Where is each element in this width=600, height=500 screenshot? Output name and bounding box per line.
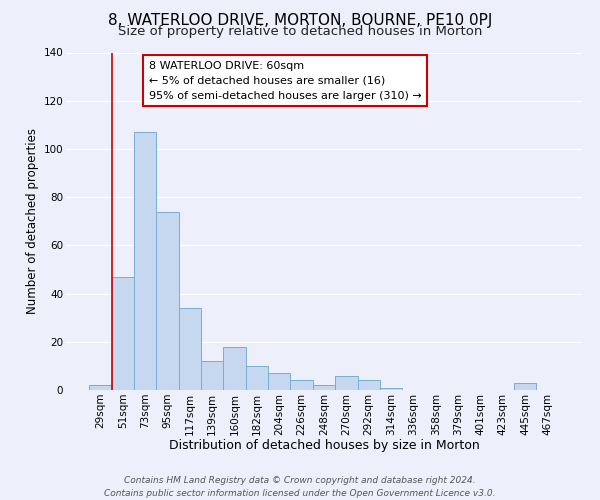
X-axis label: Distribution of detached houses by size in Morton: Distribution of detached houses by size … bbox=[169, 439, 479, 452]
Bar bbox=[201, 361, 223, 390]
Bar bbox=[380, 388, 402, 390]
Text: Contains HM Land Registry data © Crown copyright and database right 2024.
Contai: Contains HM Land Registry data © Crown c… bbox=[104, 476, 496, 498]
Bar bbox=[335, 376, 358, 390]
Bar bbox=[514, 383, 536, 390]
Y-axis label: Number of detached properties: Number of detached properties bbox=[26, 128, 40, 314]
Bar bbox=[358, 380, 380, 390]
Bar bbox=[112, 276, 134, 390]
Bar bbox=[179, 308, 201, 390]
Text: Size of property relative to detached houses in Morton: Size of property relative to detached ho… bbox=[118, 25, 482, 38]
Bar bbox=[223, 346, 246, 390]
Bar bbox=[313, 385, 335, 390]
Bar bbox=[268, 373, 290, 390]
Bar bbox=[134, 132, 157, 390]
Text: 8, WATERLOO DRIVE, MORTON, BOURNE, PE10 0PJ: 8, WATERLOO DRIVE, MORTON, BOURNE, PE10 … bbox=[108, 12, 492, 28]
Bar bbox=[157, 212, 179, 390]
Bar bbox=[246, 366, 268, 390]
Bar bbox=[89, 385, 112, 390]
Text: 8 WATERLOO DRIVE: 60sqm
← 5% of detached houses are smaller (16)
95% of semi-det: 8 WATERLOO DRIVE: 60sqm ← 5% of detached… bbox=[149, 61, 421, 100]
Bar bbox=[290, 380, 313, 390]
